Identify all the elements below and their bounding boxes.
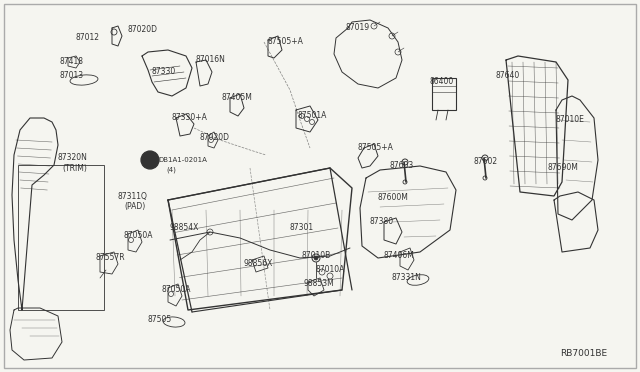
Text: 87418: 87418 bbox=[60, 58, 84, 67]
Text: 87010A: 87010A bbox=[316, 266, 346, 275]
Text: B: B bbox=[147, 155, 153, 164]
Text: 87020D: 87020D bbox=[128, 26, 158, 35]
Text: 87505: 87505 bbox=[148, 315, 172, 324]
Text: 87330: 87330 bbox=[152, 67, 176, 77]
Text: 87405M: 87405M bbox=[222, 93, 253, 103]
Text: 87557R: 87557R bbox=[96, 253, 125, 263]
Text: 87301: 87301 bbox=[290, 224, 314, 232]
Text: 87602: 87602 bbox=[474, 157, 498, 167]
Text: 98854X: 98854X bbox=[170, 224, 200, 232]
Text: 87050A: 87050A bbox=[162, 285, 191, 295]
Text: 87010B: 87010B bbox=[302, 251, 332, 260]
Text: 86400: 86400 bbox=[430, 77, 454, 87]
Text: (PAD): (PAD) bbox=[124, 202, 145, 211]
Text: (TRIM): (TRIM) bbox=[62, 164, 87, 173]
Bar bbox=[432, 78, 456, 110]
Text: DB1A1-0201A: DB1A1-0201A bbox=[158, 157, 207, 163]
Text: 87311Q: 87311Q bbox=[118, 192, 148, 201]
Text: 98853M: 98853M bbox=[304, 279, 335, 289]
Text: 87016N: 87016N bbox=[196, 55, 226, 64]
Text: 87050A: 87050A bbox=[124, 231, 154, 241]
Text: 87020D: 87020D bbox=[200, 134, 230, 142]
Text: 87406M: 87406M bbox=[384, 251, 415, 260]
Text: 87640: 87640 bbox=[496, 71, 520, 80]
Text: 87505+A: 87505+A bbox=[268, 38, 304, 46]
Text: (4): (4) bbox=[166, 167, 176, 173]
Text: RB7001BE: RB7001BE bbox=[560, 350, 607, 359]
Circle shape bbox=[314, 256, 318, 260]
Text: 87380: 87380 bbox=[370, 218, 394, 227]
Text: 87690M: 87690M bbox=[548, 164, 579, 173]
Text: 87013: 87013 bbox=[60, 71, 84, 80]
Text: 87019: 87019 bbox=[346, 23, 370, 32]
Text: 87320N: 87320N bbox=[58, 154, 88, 163]
Text: 87501A: 87501A bbox=[298, 112, 328, 121]
Text: 87010E: 87010E bbox=[556, 115, 585, 125]
Text: 87600M: 87600M bbox=[378, 193, 409, 202]
Text: 98856X: 98856X bbox=[244, 260, 273, 269]
Circle shape bbox=[141, 151, 159, 169]
Text: 87603: 87603 bbox=[390, 160, 414, 170]
Text: 87331N: 87331N bbox=[392, 273, 422, 282]
Bar bbox=[18, 165, 104, 310]
Text: 87505+A: 87505+A bbox=[358, 144, 394, 153]
Text: 87330+A: 87330+A bbox=[172, 113, 208, 122]
Text: 87012: 87012 bbox=[75, 33, 99, 42]
